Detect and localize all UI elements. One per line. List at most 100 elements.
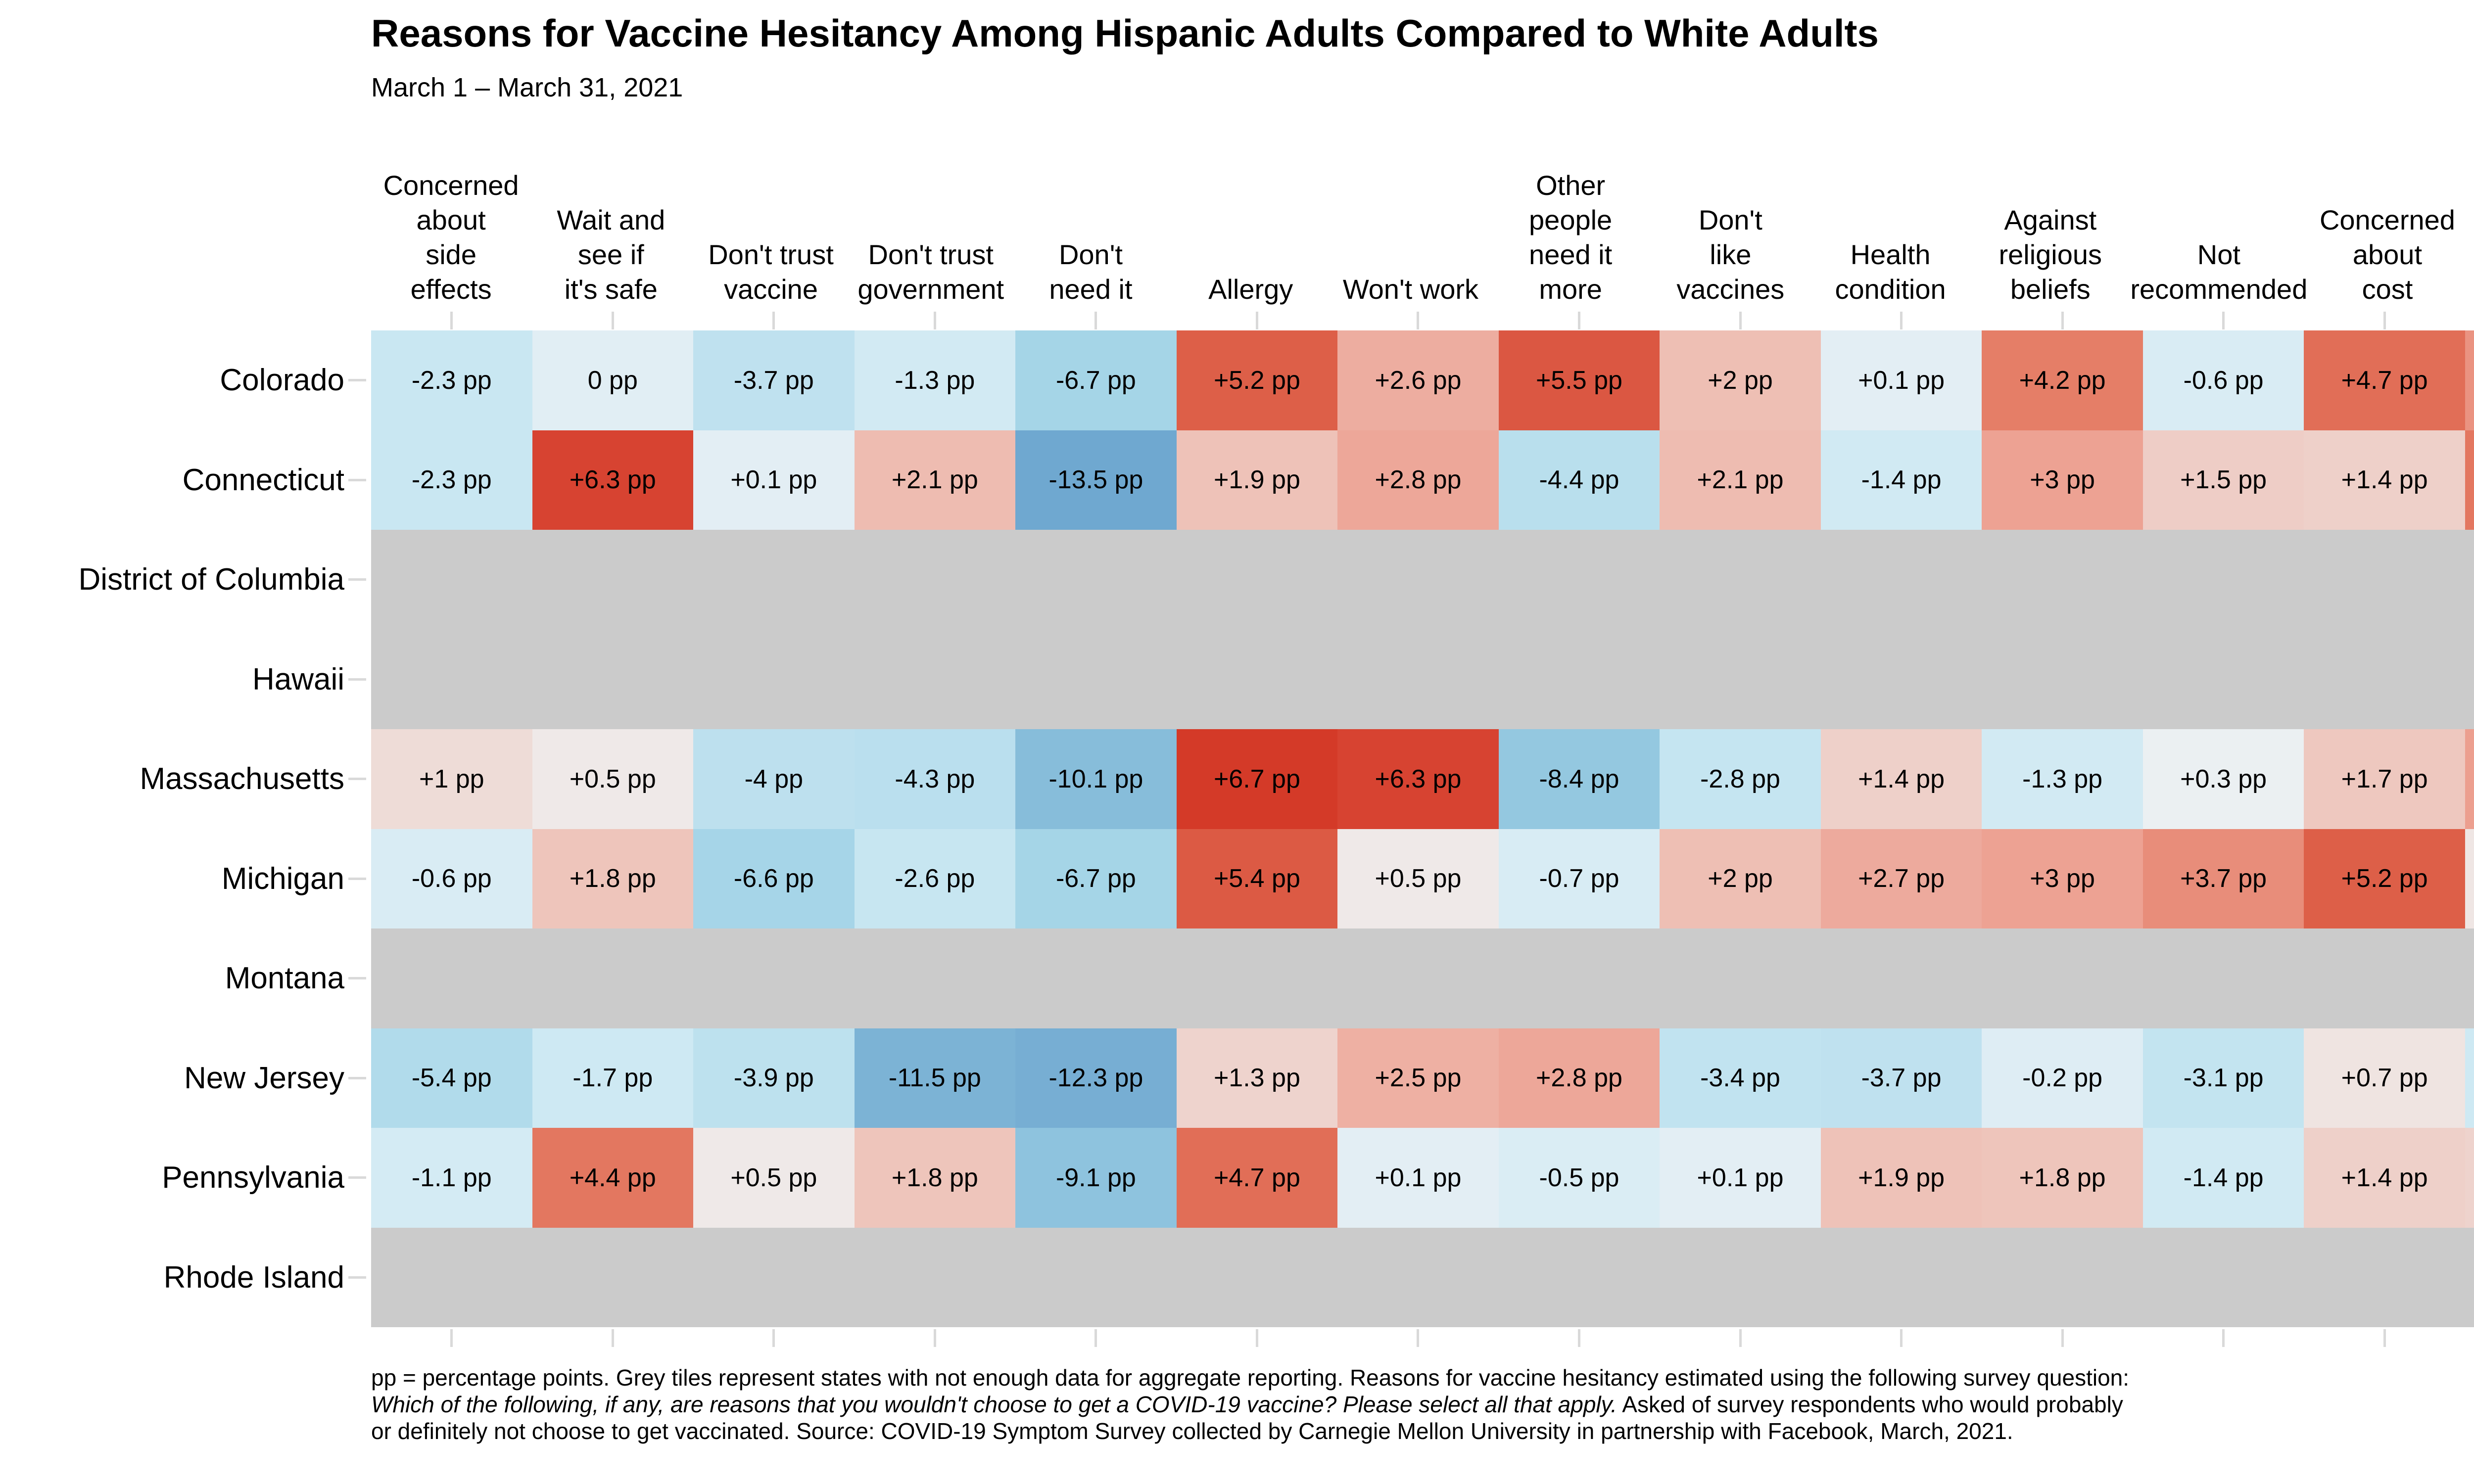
row-labels: Colorado Connecticut District of Columbia H… bbox=[0, 330, 344, 1327]
heatmap-cell: -1.1 pp bbox=[371, 1128, 532, 1228]
heatmap-cell: +1.4 pp bbox=[2304, 1128, 2465, 1228]
heatmap-cell: +0.1 pp bbox=[1660, 1128, 1821, 1228]
axis-tick bbox=[1739, 312, 1742, 329]
heatmap-cell: -3.7 pp bbox=[1820, 1028, 1982, 1128]
heatmap-cell: -4.3 pp bbox=[854, 729, 1016, 829]
axis-tick bbox=[2383, 312, 2386, 329]
heatmap-cell: -1.4 pp bbox=[2142, 1128, 2304, 1228]
heatmap-cell: -0.6 pp bbox=[371, 829, 532, 928]
heatmap-cell: -12.3 pp bbox=[1015, 1028, 1177, 1128]
footnote-survey-question: Which of the following, if any, are reas… bbox=[371, 1391, 1618, 1417]
column-header: Other people need it more bbox=[1529, 170, 1613, 305]
axis-tick bbox=[1255, 1329, 1258, 1347]
heatmap-cell: +1.9 pp bbox=[1820, 1128, 1982, 1228]
heatmap-cell: -8.4 pp bbox=[1498, 729, 1660, 829]
axis-tick bbox=[450, 312, 453, 329]
footnote-line1: pp = percentage points. Grey tiles repre… bbox=[371, 1365, 2130, 1391]
footnote: pp = percentage points. Grey tiles repre… bbox=[371, 1364, 2129, 1444]
column-header: Don't like vaccines bbox=[1676, 204, 1785, 305]
column-header: Against religious beliefs bbox=[1998, 204, 2102, 305]
axis-tick bbox=[1578, 1329, 1580, 1347]
axis-tick bbox=[348, 379, 366, 382]
row-label: Colorado bbox=[220, 363, 344, 398]
axis-tick bbox=[772, 1329, 775, 1347]
missing-data-row bbox=[371, 629, 2474, 729]
row-label: District of Columbia bbox=[78, 562, 344, 597]
axis-tick bbox=[348, 1076, 366, 1079]
heatmap-row: -2.3 pp 0 pp -3.7 pp -1.3 pp -6.7 pp +5.2 pp +… bbox=[371, 330, 2474, 430]
axis-tick bbox=[348, 977, 366, 980]
heatmap-cell: -1.4 pp bbox=[1820, 430, 1982, 530]
axis-tick bbox=[611, 312, 614, 329]
axis-tick bbox=[348, 778, 366, 781]
heatmap-cell: +0.5 pp bbox=[1337, 829, 1499, 928]
heatmap-cell: 0 pp bbox=[532, 330, 694, 430]
axis-tick bbox=[450, 1329, 453, 1347]
row-label: Connecticut bbox=[182, 463, 344, 497]
axis-tick bbox=[1094, 312, 1097, 329]
heatmap-cell: +5.5 pp bbox=[1498, 330, 1660, 430]
heatmap-cell: -11.5 pp bbox=[854, 1028, 1016, 1128]
heatmap-cell: -5.4 pp bbox=[371, 1028, 532, 1128]
missing-data-row bbox=[371, 530, 2474, 630]
axis-tick bbox=[2222, 1329, 2225, 1347]
heatmap-cell: -2.6 pp bbox=[854, 829, 1016, 928]
heatmap-cell: +0.6 pp bbox=[2465, 829, 2474, 928]
heatmap-cell: +5.4 pp bbox=[1176, 829, 1338, 928]
heatmap-cell: +6.3 pp bbox=[1337, 729, 1499, 829]
chart-subtitle: March 1 – March 31, 2021 bbox=[371, 73, 683, 102]
column-header: Don't trust vaccine bbox=[708, 239, 834, 305]
column-header: Allergy bbox=[1208, 274, 1293, 305]
axis-tick bbox=[2061, 1329, 2064, 1347]
heatmap-cell: +1.5 pp bbox=[2142, 430, 2304, 530]
heatmap-cell: +1.7 pp bbox=[2304, 729, 2465, 829]
heatmap-cell: +5.2 pp bbox=[1176, 330, 1338, 430]
row-label: Michigan bbox=[221, 861, 344, 896]
heatmap-cell: +2.8 pp bbox=[1498, 1028, 1660, 1128]
footnote-line2-rest: Asked of survey respondents who would pr… bbox=[1617, 1391, 2123, 1417]
axis-tick bbox=[1578, 312, 1580, 329]
heatmap-cell: +0.5 pp bbox=[532, 729, 694, 829]
heatmap-cell: -6.7 pp bbox=[1015, 829, 1177, 928]
column-header: Concerned about side effects bbox=[383, 170, 519, 305]
heatmap-row: -0.6 pp +1.8 pp -6.6 pp -2.6 pp -6.7 pp +5.4 … bbox=[371, 829, 2474, 928]
heatmap-cell: -1.7 pp bbox=[2465, 1028, 2474, 1128]
heatmap-cell: -4.4 pp bbox=[1498, 430, 1660, 530]
heatmap-cell: -0.6 pp bbox=[2142, 330, 2304, 430]
heatmap-cell: +0.3 pp bbox=[2142, 729, 2304, 829]
column-header: Concerned about cost bbox=[2319, 204, 2455, 305]
heatmap-cell: +0.1 pp bbox=[1337, 1128, 1499, 1228]
axis-tick bbox=[2222, 312, 2225, 329]
heatmap-grid: -2.3 pp 0 pp -3.7 pp -1.3 pp -6.7 pp +5.2 pp +… bbox=[371, 330, 2474, 1327]
row-label: Montana bbox=[225, 961, 344, 996]
heatmap-row: +1 pp +0.5 pp -4 pp -4.3 pp -10.1 pp +6.7 pp +… bbox=[371, 729, 2474, 829]
heatmap-cell: +2.1 pp bbox=[1660, 430, 1821, 530]
heatmap-row: -5.4 pp -1.7 pp -3.9 pp -11.5 pp -12.3 pp +1.… bbox=[371, 1028, 2474, 1128]
heatmap-cell: +1.4 pp bbox=[1820, 729, 1982, 829]
heatmap-cell: +6.7 pp bbox=[1176, 729, 1338, 829]
heatmap-cell: +0.7 pp bbox=[2304, 1028, 2465, 1128]
row-label: Pennsylvania bbox=[162, 1160, 344, 1195]
heatmap-cell: +3.5 pp bbox=[2465, 330, 2474, 430]
heatmap-row: -1.1 pp +4.4 pp +0.5 pp +1.8 pp -9.1 pp +4.7 … bbox=[371, 1128, 2474, 1228]
row-label: New Jersey bbox=[184, 1061, 344, 1095]
heatmap-cell: +2 pp bbox=[1660, 330, 1821, 430]
heatmap-cell: +2.7 pp bbox=[1820, 829, 1982, 928]
column-header: Pregnancy bbox=[2468, 272, 2474, 307]
axis-tick bbox=[933, 1329, 936, 1347]
heatmap-cell: -3.1 pp bbox=[2142, 1028, 2304, 1128]
heatmap-cell: -1.7 pp bbox=[532, 1028, 694, 1128]
heatmap-cell: +0.1 pp bbox=[693, 430, 855, 530]
heatmap-cell: +1.3 pp bbox=[2465, 1128, 2474, 1228]
axis-tick bbox=[2383, 1329, 2386, 1347]
axis-tick bbox=[1900, 1329, 1903, 1347]
heatmap-cell: +4.4 pp bbox=[532, 1128, 694, 1228]
heatmap-cell: -2.3 pp bbox=[371, 330, 532, 430]
heatmap-cell: +3 pp bbox=[1982, 829, 2143, 928]
heatmap-cell: +3.1 pp bbox=[2465, 729, 2474, 829]
footnote-line3: or definitely not choose to get vaccinat… bbox=[371, 1418, 2013, 1444]
heatmap-cell: -9.1 pp bbox=[1015, 1128, 1177, 1228]
axis-tick bbox=[348, 1276, 366, 1279]
heatmap-cell: +3 pp bbox=[1982, 430, 2143, 530]
